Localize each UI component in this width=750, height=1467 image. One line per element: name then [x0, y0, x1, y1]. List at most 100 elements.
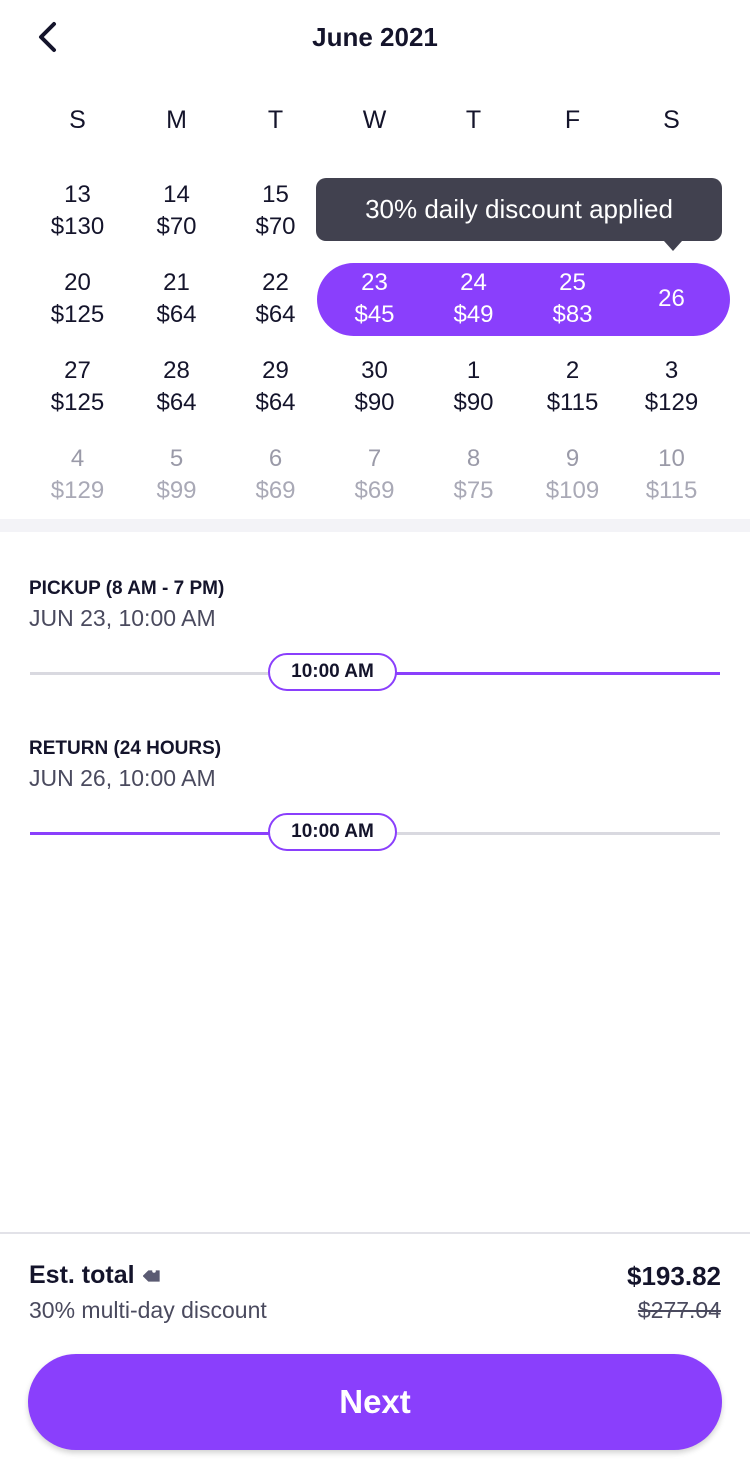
- weekday-header: M: [166, 106, 187, 134]
- pickup-slider-fill: [330, 672, 720, 675]
- footer-divider: [0, 1232, 750, 1234]
- calendar-day[interactable]: 23 $45: [325, 267, 424, 331]
- day-number: 9: [565, 445, 580, 472]
- selected-range: [317, 263, 730, 336]
- day-price: $125: [50, 389, 105, 416]
- day-price: $75: [453, 477, 494, 504]
- calendar-day[interactable]: 3 $129: [622, 355, 721, 419]
- page-title: June 2021: [312, 22, 438, 52]
- day-number: 23: [361, 269, 388, 296]
- calendar-day[interactable]: 29 $64: [226, 355, 325, 419]
- day-price: $69: [255, 477, 296, 504]
- calendar-day[interactable]: 8 $75: [424, 443, 523, 507]
- day-number: 25: [559, 269, 586, 296]
- calendar-day[interactable]: 20 $125: [28, 267, 127, 331]
- weekday-header: F: [564, 106, 581, 134]
- day-number: 24: [460, 269, 487, 296]
- day-number: 5: [169, 445, 184, 472]
- day-number: 2: [565, 357, 580, 384]
- chevron-left-icon: [39, 22, 56, 52]
- calendar-day[interactable]: 1 $90: [424, 355, 523, 419]
- day-price: $64: [156, 389, 197, 416]
- pickup-slider[interactable]: 10:00 AM: [30, 653, 720, 691]
- day-price: $49: [453, 301, 494, 328]
- day-price: $115: [546, 389, 599, 416]
- calendar-day[interactable]: 2 $115: [523, 355, 622, 419]
- day-number: 14: [163, 181, 190, 208]
- day-number: 22: [262, 269, 289, 296]
- calendar-day[interactable]: 25 $83: [523, 267, 622, 331]
- day-price: $83: [552, 301, 593, 328]
- est-total: Est. total: [29, 1261, 165, 1290]
- day-number: 6: [268, 445, 283, 472]
- day-price: $90: [354, 389, 395, 416]
- weekday-header: T: [465, 106, 482, 134]
- day-price: $70: [156, 213, 197, 240]
- day-number: 28: [163, 357, 190, 384]
- day-price: $99: [156, 477, 197, 504]
- calendar-day[interactable]: 7 $69: [325, 443, 424, 507]
- day-price: $64: [255, 389, 296, 416]
- day-number: 30: [361, 357, 388, 384]
- pickup-slider-thumb[interactable]: 10:00 AM: [268, 653, 397, 691]
- day-price: $69: [354, 477, 395, 504]
- day-price: $64: [156, 301, 197, 328]
- est-total-label: Est. total: [29, 1261, 135, 1289]
- calendar-day[interactable]: 22 $64: [226, 267, 325, 331]
- day-number: 21: [163, 269, 190, 296]
- return-slider-fill: [30, 832, 330, 835]
- calendar-day[interactable]: 26: [622, 283, 721, 315]
- discount-text: 30% multi-day discount: [29, 1297, 267, 1323]
- return-slider[interactable]: 10:00 AM: [30, 813, 720, 851]
- day-number: 7: [367, 445, 382, 472]
- weekday-header: T: [267, 106, 284, 134]
- divider: [0, 519, 750, 532]
- day-price: $70: [255, 213, 296, 240]
- weekday-header: W: [362, 106, 387, 134]
- calendar-day[interactable]: 6 $69: [226, 443, 325, 507]
- day-number: 4: [70, 445, 85, 472]
- return-label: RETURN (24 HOURS): [29, 738, 222, 759]
- calendar-day[interactable]: 4 $129: [28, 443, 127, 507]
- day-price: $130: [50, 213, 105, 240]
- day-price: $64: [255, 301, 296, 328]
- day-number: 20: [64, 269, 91, 296]
- total-price: $193.82: [627, 1261, 721, 1291]
- calendar-day[interactable]: 9 $109: [523, 443, 622, 507]
- day-number: 3: [664, 357, 679, 384]
- calendar-day[interactable]: 13 $130: [28, 179, 127, 243]
- return-slider-thumb[interactable]: 10:00 AM: [268, 813, 397, 851]
- next-button[interactable]: Next: [28, 1354, 722, 1450]
- day-number: 1: [466, 357, 481, 384]
- day-number: 15: [262, 181, 289, 208]
- calendar-day[interactable]: 21 $64: [127, 267, 226, 331]
- calendar-day[interactable]: 30 $90: [325, 355, 424, 419]
- back-button[interactable]: [30, 18, 70, 58]
- weekday-header: S: [69, 106, 86, 134]
- pickup-value: JUN 23, 10:00 AM: [29, 605, 216, 631]
- calendar-day[interactable]: 24 $49: [424, 267, 523, 331]
- calendar-day[interactable]: 5 $99: [127, 443, 226, 507]
- calendar-day[interactable]: 14 $70: [127, 179, 226, 243]
- day-price: $115: [645, 477, 698, 504]
- calendar-day[interactable]: 28 $64: [127, 355, 226, 419]
- day-number: 29: [262, 357, 289, 384]
- calendar-day[interactable]: 10 $115: [622, 443, 721, 507]
- day-number: 13: [64, 181, 91, 208]
- day-price: $109: [545, 477, 600, 504]
- calendar-day[interactable]: 15 $70: [226, 179, 325, 243]
- day-price: $129: [644, 389, 699, 416]
- original-price: $277.04: [637, 1297, 721, 1323]
- day-price: $129: [50, 477, 105, 504]
- weekday-header: S: [663, 106, 680, 134]
- day-number: 27: [64, 357, 91, 384]
- day-number: 8: [466, 445, 481, 472]
- day-price: $125: [50, 301, 105, 328]
- calendar-day[interactable]: 27 $125: [28, 355, 127, 419]
- tag-icon[interactable]: [142, 1265, 165, 1287]
- discount-tooltip: 30% daily discount applied: [316, 178, 722, 251]
- day-number: 10: [658, 445, 685, 472]
- day-price: $45: [354, 301, 395, 328]
- day-number: 26: [658, 285, 685, 312]
- pickup-label: PICKUP (8 AM - 7 PM): [29, 578, 225, 599]
